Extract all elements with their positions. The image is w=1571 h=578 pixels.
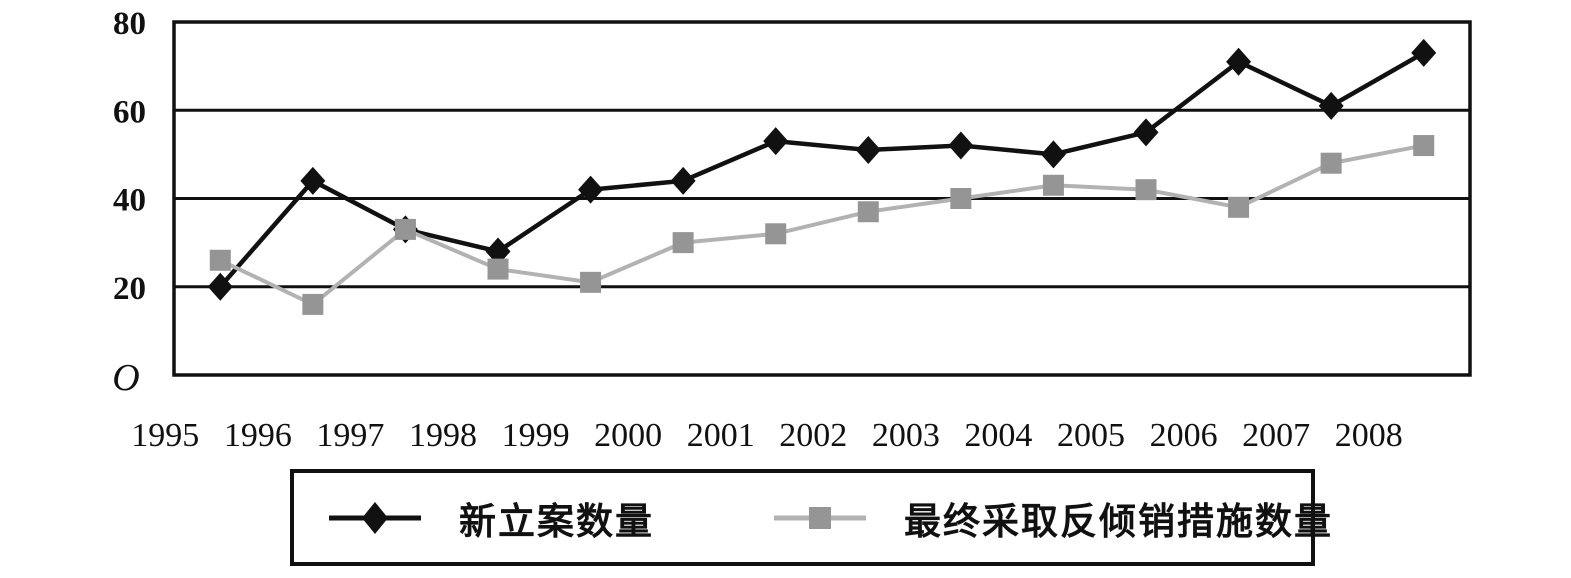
series-1-point-1998 xyxy=(487,258,509,280)
series-1-point-2006 xyxy=(1228,196,1250,218)
series-0-point-2005 xyxy=(1133,118,1159,147)
series-1-point-2001 xyxy=(765,223,787,245)
series-1-point-2000 xyxy=(672,232,694,254)
y-tick-label-80: 80 xyxy=(113,6,146,42)
series-0-line xyxy=(218,50,1425,289)
x-tick-label-2007: 2007 xyxy=(1242,417,1310,454)
series-1-point-2008 xyxy=(1413,135,1435,157)
x-tick-label-2008: 2008 xyxy=(1335,417,1403,454)
series-0-point-2002 xyxy=(855,135,881,164)
series-1-point-1999 xyxy=(580,271,602,293)
legend-item-final-measures: 最终采取反倾销措施数量 xyxy=(772,491,1333,545)
legend: 新立案数量 最终采取反倾销措施数量 xyxy=(290,469,1331,566)
y-tick-label-40: 40 xyxy=(113,183,146,219)
series-0-point-2004 xyxy=(1040,140,1066,169)
origin-label: O xyxy=(112,357,139,399)
x-tick-label-2006: 2006 xyxy=(1150,417,1218,454)
x-tick-label-1997: 1997 xyxy=(316,417,384,454)
x-tick-label-2003: 2003 xyxy=(872,417,940,454)
new-filings-line-diamond-icon xyxy=(329,501,421,534)
series-0-point-2006 xyxy=(1226,47,1252,76)
series-1-point-2005 xyxy=(1135,179,1157,201)
series-1-point-2007 xyxy=(1320,152,1342,174)
x-tick-label-1996: 1996 xyxy=(224,417,292,454)
legend-label-final-measures: 最终采取反倾销措施数量 xyxy=(904,501,1333,543)
x-tick-label-2000: 2000 xyxy=(594,417,662,454)
legend-label-new-filings: 新立案数量 xyxy=(459,501,654,543)
series-0-point-1998 xyxy=(485,237,511,266)
series-0-point-2000 xyxy=(670,166,696,195)
series-1-point-2002 xyxy=(857,201,879,223)
y-tick-label-20: 20 xyxy=(113,271,146,307)
series-0-point-2001 xyxy=(763,127,789,156)
series-1-point-1996 xyxy=(302,293,324,315)
x-tick-label-2002: 2002 xyxy=(779,417,847,454)
series-0-point-2007 xyxy=(1318,91,1344,120)
x-tick-label-2005: 2005 xyxy=(1057,417,1125,454)
final-measures-line-square-icon xyxy=(774,506,866,529)
legend-item-new-filings: 新立案数量 xyxy=(327,491,654,545)
series-1-point-1997 xyxy=(394,218,416,240)
x-tick-label-2001: 2001 xyxy=(687,417,755,454)
series-0-point-2008 xyxy=(1411,38,1437,67)
series-1-point-2004 xyxy=(1042,174,1064,196)
series-0-point-1999 xyxy=(578,175,604,204)
series-1-point-2003 xyxy=(950,188,972,209)
x-tick-label-2004: 2004 xyxy=(964,417,1032,454)
x-tick-label-1995: 1995 xyxy=(131,417,199,454)
x-tick-label-1999: 1999 xyxy=(502,417,570,454)
y-tick-label-60: 60 xyxy=(113,94,146,130)
series-0-point-2003 xyxy=(948,131,974,160)
series-0-point-1995 xyxy=(207,272,233,301)
series-0-point-1996 xyxy=(300,166,326,195)
series-1-point-1995 xyxy=(209,249,231,271)
x-tick-label-1998: 1998 xyxy=(409,417,477,454)
series-1-line xyxy=(219,143,1425,307)
